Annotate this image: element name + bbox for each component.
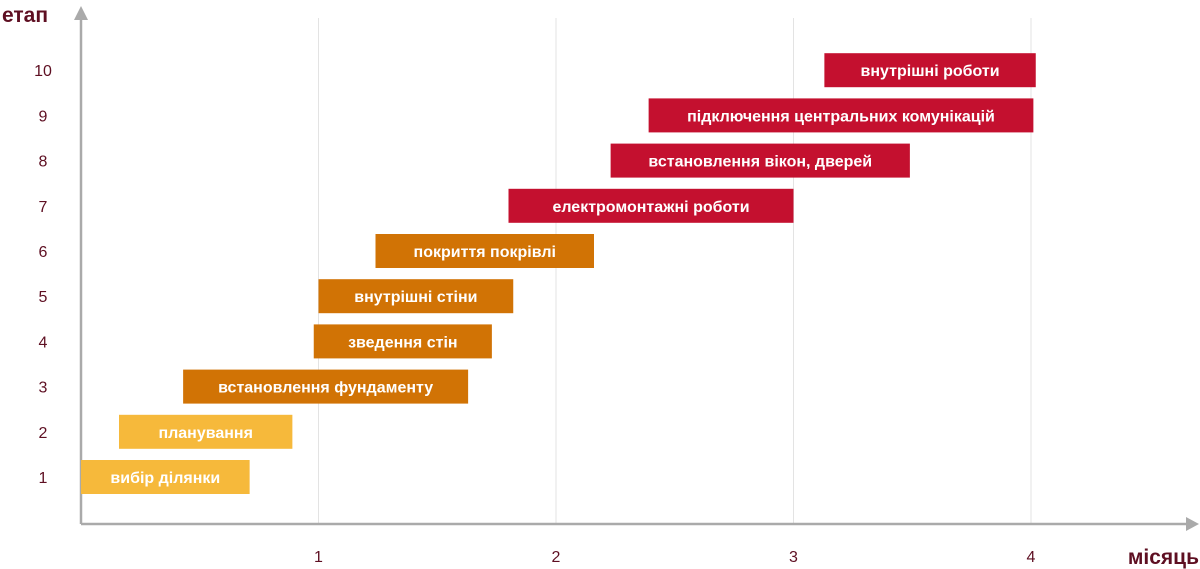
gantt-bar-stage-8 [610, 143, 910, 178]
y-tick-label-9: 9 [39, 108, 48, 125]
gantt-bar-label-stage-9: підключення центральних комунікацій [687, 108, 995, 125]
gantt-bar-stage-4 [313, 324, 492, 359]
gantt-bar-stage-3 [183, 369, 469, 404]
gantt-bar-stage-5 [318, 279, 514, 314]
y-tick-label-2: 2 [39, 425, 48, 442]
gantt-bar-stage-2 [119, 414, 293, 449]
gantt-bar-label-stage-7: електромонтажні роботи [552, 199, 749, 216]
x-tick-label-1: 1 [314, 549, 323, 566]
x-tick-label-2: 2 [552, 549, 561, 566]
gantt-bar-label-stage-6: покриття покрівлі [414, 244, 556, 261]
y-tick-label-3: 3 [39, 380, 48, 397]
y-tick-label-5: 5 [39, 289, 48, 306]
y-tick-label-1: 1 [39, 470, 48, 487]
gantt-bar-stage-6 [375, 234, 594, 268]
gantt-bar-label-stage-2: планування [158, 425, 252, 442]
x-axis-arrow-icon [1186, 517, 1199, 531]
gantt-bar-label-stage-1: вибір ділянки [110, 470, 220, 487]
x-axis-title: місяць [1128, 546, 1199, 569]
gantt-bar-stage-1 [81, 460, 250, 494]
y-tick-label-10: 10 [34, 63, 52, 80]
gantt-bar-label-stage-5: внутрішні стіни [354, 289, 477, 306]
x-tick-label-4: 4 [1027, 549, 1036, 566]
gantt-bar-label-stage-10: внутрішні роботи [861, 63, 1000, 80]
gantt-bar-label-stage-4: зведення стін [348, 334, 457, 351]
gantt-bar-label-stage-3: встановлення фундаменту [218, 380, 433, 397]
y-tick-label-7: 7 [39, 199, 48, 216]
y-tick-label-6: 6 [39, 244, 48, 261]
gantt-bar-stage-9 [648, 98, 1034, 133]
y-tick-label-4: 4 [39, 334, 48, 351]
y-tick-label-8: 8 [39, 154, 48, 171]
y-axis-title: етап [2, 4, 48, 27]
gantt-bar-label-stage-8: встановлення вікон, дверей [648, 154, 872, 171]
gantt-bar-stage-10 [824, 53, 1036, 88]
y-axis-arrow-icon [74, 6, 88, 20]
x-tick-label-3: 3 [789, 549, 798, 566]
gantt-bar-stage-7 [508, 188, 794, 223]
